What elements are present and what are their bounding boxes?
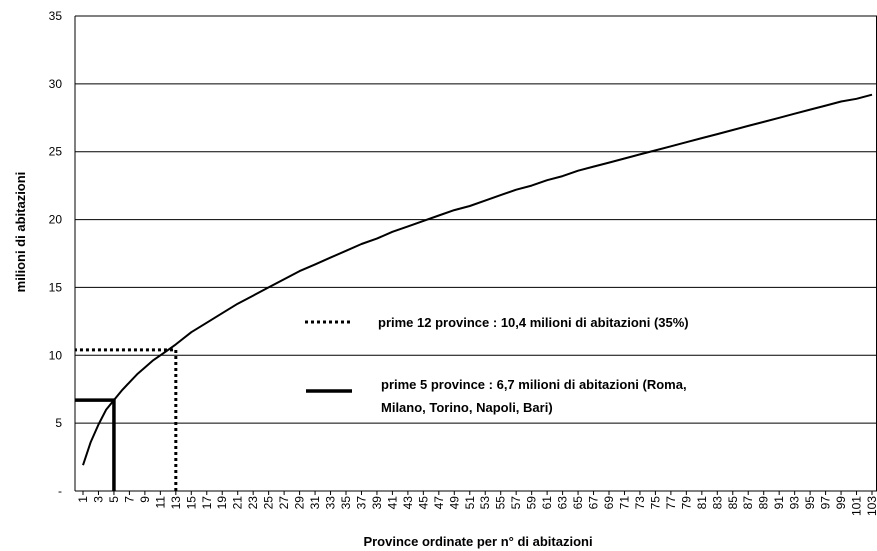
x-tick-label: 23 xyxy=(246,496,260,510)
x-tick-label: 43 xyxy=(401,496,415,510)
x-tick-label: 71 xyxy=(617,496,631,510)
x-tick-labels: 1 3 5 7 9 11 13 15 17 19 21 23 25 27 29 31 33 35 37 39 41 43 4… xyxy=(76,491,877,516)
y-tick-labels: - 5 10 15 20 25 30 35 xyxy=(49,9,63,498)
x-tick-label: 45 xyxy=(416,496,430,510)
x-tick-label: 53 xyxy=(478,496,492,510)
y-tick-label: - xyxy=(58,484,62,498)
x-tick-label: 13 xyxy=(169,496,183,510)
x-tick-label: 11 xyxy=(153,496,167,509)
x-tick-label: 9 xyxy=(138,496,152,503)
x-tick-label: 57 xyxy=(509,496,523,510)
x-tick-label: 17 xyxy=(200,496,214,510)
x-tick-label: 75 xyxy=(648,496,662,510)
x-tick-label: 31 xyxy=(308,496,322,510)
x-tick-label: 25 xyxy=(262,496,276,510)
x-tick-label: 41 xyxy=(385,496,399,510)
y-axis-title: milioni di abitazioni xyxy=(13,172,28,293)
x-tick-label: 5 xyxy=(107,496,121,503)
x-tick-label: 101 xyxy=(850,496,864,516)
y-tick-label: 10 xyxy=(49,348,63,362)
x-tick-label: 79 xyxy=(679,496,693,510)
x-tick-label: 63 xyxy=(556,496,570,510)
x-tick-label: 33 xyxy=(324,496,338,510)
x-tick-label: 95 xyxy=(803,496,817,510)
x-tick-label: 15 xyxy=(184,496,198,510)
x-tick-label: 29 xyxy=(293,496,307,510)
x-tick-label: 83 xyxy=(710,496,724,510)
legend-solid-label-line2: Milano, Torino, Napoli, Bari) xyxy=(381,400,553,415)
x-tick-label: 3 xyxy=(91,496,105,503)
x-tick-label: 77 xyxy=(664,496,678,510)
x-tick-label: 69 xyxy=(602,496,616,510)
x-tick-label: 51 xyxy=(463,496,477,510)
annotation-dotted-line xyxy=(75,348,178,491)
x-tick-label: 49 xyxy=(447,496,461,510)
x-tick-label: 39 xyxy=(370,496,384,510)
annotation-solid-line xyxy=(75,398,116,491)
y-tick-label: 25 xyxy=(49,145,63,159)
x-tick-label: 27 xyxy=(277,496,291,510)
x-tick-label: 1 xyxy=(76,496,90,503)
x-tick-label: 91 xyxy=(772,496,786,510)
x-tick-label: 103 xyxy=(865,496,877,516)
x-tick-label: 7 xyxy=(122,496,136,503)
x-tick-label: 55 xyxy=(494,496,508,510)
x-tick-label: 65 xyxy=(571,496,585,510)
legend-solid-label-line1: prime 5 province : 6,7 milioni di abitaz… xyxy=(381,377,687,392)
x-axis-title: Province ordinate per n° di abitazioni xyxy=(363,534,592,549)
series-line xyxy=(82,93,873,466)
x-tick-label: 47 xyxy=(432,496,446,510)
x-tick-label: 87 xyxy=(741,496,755,510)
x-tick-label: 97 xyxy=(819,496,833,510)
x-tick-label: 99 xyxy=(834,496,848,510)
y-tick-label: 5 xyxy=(55,416,62,430)
x-tick-label: 37 xyxy=(354,496,368,510)
x-tick-label: 59 xyxy=(525,496,539,510)
x-tick-label: 67 xyxy=(587,496,601,510)
y-tick-label: 15 xyxy=(49,280,63,294)
x-tick-label: 35 xyxy=(339,496,353,510)
legend: prime 12 province : 10,4 milioni di abit… xyxy=(305,315,689,415)
y-tick-label: 20 xyxy=(49,213,63,227)
x-tick-label: 93 xyxy=(788,496,802,510)
x-tick-label: 19 xyxy=(215,496,229,510)
x-tick-label: 89 xyxy=(757,496,771,510)
series-lines xyxy=(82,93,873,466)
y-tick-label: 30 xyxy=(49,77,63,91)
annotation-lines xyxy=(75,348,178,491)
x-tick-label: 73 xyxy=(633,496,647,510)
x-tick-label: 61 xyxy=(540,496,554,510)
legend-dotted-label: prime 12 province : 10,4 milioni di abit… xyxy=(378,315,689,330)
y-tick-label: 35 xyxy=(49,9,63,23)
x-tick-label: 85 xyxy=(726,496,740,510)
x-tick-label: 21 xyxy=(231,496,245,510)
x-tick-label: 81 xyxy=(695,496,709,510)
grid xyxy=(74,15,877,492)
